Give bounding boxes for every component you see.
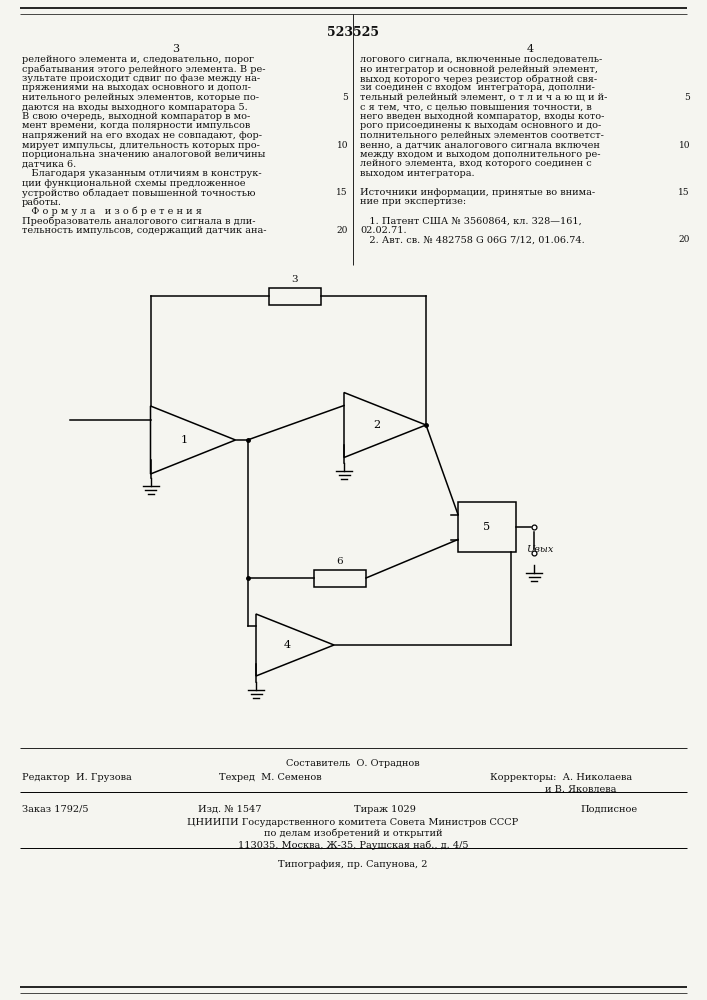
Text: 4: 4 — [284, 640, 291, 650]
Text: венно, а датчик аналогового сигнала включен: венно, а датчик аналогового сигнала вклю… — [360, 140, 600, 149]
Text: Корректоры:  А. Николаева: Корректоры: А. Николаева — [490, 773, 632, 782]
Text: 20: 20 — [337, 226, 348, 235]
Text: между входом и выходом дополнительного ре-: между входом и выходом дополнительного р… — [360, 150, 600, 159]
Text: выходом интегратора.: выходом интегратора. — [360, 169, 474, 178]
Text: датчика 6.: датчика 6. — [22, 159, 76, 168]
Text: Подписное: Подписное — [580, 805, 637, 814]
Text: логового сигнала, включенные последователь-: логового сигнала, включенные последовате… — [360, 55, 602, 64]
Text: выход которого через резистор обратной свя-: выход которого через резистор обратной с… — [360, 74, 597, 84]
Text: пряжениями на выходах основного и допол-: пряжениями на выходах основного и допол- — [22, 84, 251, 93]
Text: 6: 6 — [337, 558, 344, 566]
Text: мент времени, когда полярности импульсов: мент времени, когда полярности импульсов — [22, 121, 250, 130]
Text: Преобразователь аналогового сигнала в дли-: Преобразователь аналогового сигнала в дл… — [22, 217, 255, 226]
Text: Изд. № 1547: Изд. № 1547 — [198, 805, 262, 814]
Text: и В. Яковлева: и В. Яковлева — [545, 785, 617, 794]
Text: 2. Авт. св. № 482758 G 06G 7/12, 01.06.74.: 2. Авт. св. № 482758 G 06G 7/12, 01.06.7… — [360, 235, 585, 244]
Text: устройство обладает повышенной точностью: устройство обладает повышенной точностью — [22, 188, 255, 198]
Text: 2: 2 — [373, 420, 380, 430]
Text: порциональна значению аналоговой величины: порциональна значению аналоговой величин… — [22, 150, 265, 159]
Text: него введен выходной компаратор, входы кото-: него введен выходной компаратор, входы к… — [360, 112, 604, 121]
Text: 523525: 523525 — [327, 26, 379, 39]
Text: 15: 15 — [679, 188, 690, 197]
Text: 1: 1 — [181, 435, 188, 445]
Text: релейного элемента и, следовательно, порог: релейного элемента и, следовательно, пор… — [22, 55, 254, 64]
Text: зи соединен с входом  интегратора, дополни-: зи соединен с входом интегратора, дополн… — [360, 84, 595, 93]
Text: полнительного релейных элементов соответст-: полнительного релейных элементов соответ… — [360, 131, 604, 140]
Text: 02.02.71.: 02.02.71. — [360, 226, 407, 235]
Text: напряжений на его входах не совпадают, фор-: напряжений на его входах не совпадают, ф… — [22, 131, 262, 140]
Text: ции функциональной схемы предложенное: ции функциональной схемы предложенное — [22, 178, 245, 188]
Text: 15: 15 — [337, 188, 348, 197]
Text: тельный релейный элемент, о т л и ч а ю щ и й-: тельный релейный элемент, о т л и ч а ю … — [360, 93, 607, 102]
Text: Техред  М. Семенов: Техред М. Семенов — [218, 773, 321, 782]
Text: В свою очередь, выходной компаратор в мо-: В свою очередь, выходной компаратор в мо… — [22, 112, 250, 121]
Text: даются на входы выходного компаратора 5.: даются на входы выходного компаратора 5. — [22, 103, 247, 111]
Text: Uвых: Uвых — [526, 545, 554, 554]
Text: 5: 5 — [484, 522, 491, 532]
Text: рого присоединены к выходам основного и до-: рого присоединены к выходам основного и … — [360, 121, 601, 130]
Text: тельность импульсов, содержащий датчик ана-: тельность импульсов, содержащий датчик а… — [22, 226, 267, 235]
Text: с я тем, что, с целью повышения точности, в: с я тем, что, с целью повышения точности… — [360, 103, 592, 111]
Text: нительного релейных элементов, которые по-: нительного релейных элементов, которые п… — [22, 93, 259, 102]
Text: 3: 3 — [292, 275, 298, 284]
Text: лейного элемента, вход которого соединен с: лейного элемента, вход которого соединен… — [360, 159, 592, 168]
Text: Заказ 1792/5: Заказ 1792/5 — [22, 805, 88, 814]
Text: Редактор  И. Грузова: Редактор И. Грузова — [22, 773, 132, 782]
Text: но интегратор и основной релейный элемент,: но интегратор и основной релейный элемен… — [360, 64, 598, 74]
Text: по делам изобретений и открытий: по делам изобретений и открытий — [264, 829, 443, 838]
Text: зультате происходит сдвиг по фазе между на-: зультате происходит сдвиг по фазе между … — [22, 74, 260, 83]
Text: Благодаря указанным отличиям в конструк-: Благодаря указанным отличиям в конструк- — [22, 169, 262, 178]
Text: Тираж 1029: Тираж 1029 — [354, 805, 416, 814]
Text: Составитель  О. Отраднов: Составитель О. Отраднов — [286, 759, 420, 768]
Text: Источники информации, принятые во внима-: Источники информации, принятые во внима- — [360, 188, 595, 197]
Text: 4: 4 — [527, 44, 534, 54]
Text: мирует импульсы, длительность которых про-: мирует импульсы, длительность которых пр… — [22, 140, 260, 149]
Text: 3: 3 — [173, 44, 180, 54]
Text: 10: 10 — [337, 140, 348, 149]
Text: 5: 5 — [342, 93, 348, 102]
Text: работы.: работы. — [22, 198, 62, 207]
Text: ЦНИИПИ Государственного комитета Совета Министров СССР: ЦНИИПИ Государственного комитета Совета … — [187, 818, 519, 827]
Text: срабатывания этого релейного элемента. В ре-: срабатывания этого релейного элемента. В… — [22, 64, 266, 74]
Text: Типография, пр. Сапунова, 2: Типография, пр. Сапунова, 2 — [279, 860, 428, 869]
Text: 1. Патент США № 3560864, кл. 328—161,: 1. Патент США № 3560864, кл. 328—161, — [360, 217, 582, 226]
Text: 10: 10 — [679, 140, 690, 149]
Text: Ф о р м у л а   и з о б р е т е н и я: Ф о р м у л а и з о б р е т е н и я — [22, 207, 202, 217]
Text: 113035, Москва, Ж-35, Раушская наб., д. 4/5: 113035, Москва, Ж-35, Раушская наб., д. … — [238, 840, 468, 850]
Text: 5: 5 — [684, 93, 690, 102]
Text: 20: 20 — [679, 235, 690, 244]
Text: ние при экспертизе:: ние при экспертизе: — [360, 198, 466, 207]
